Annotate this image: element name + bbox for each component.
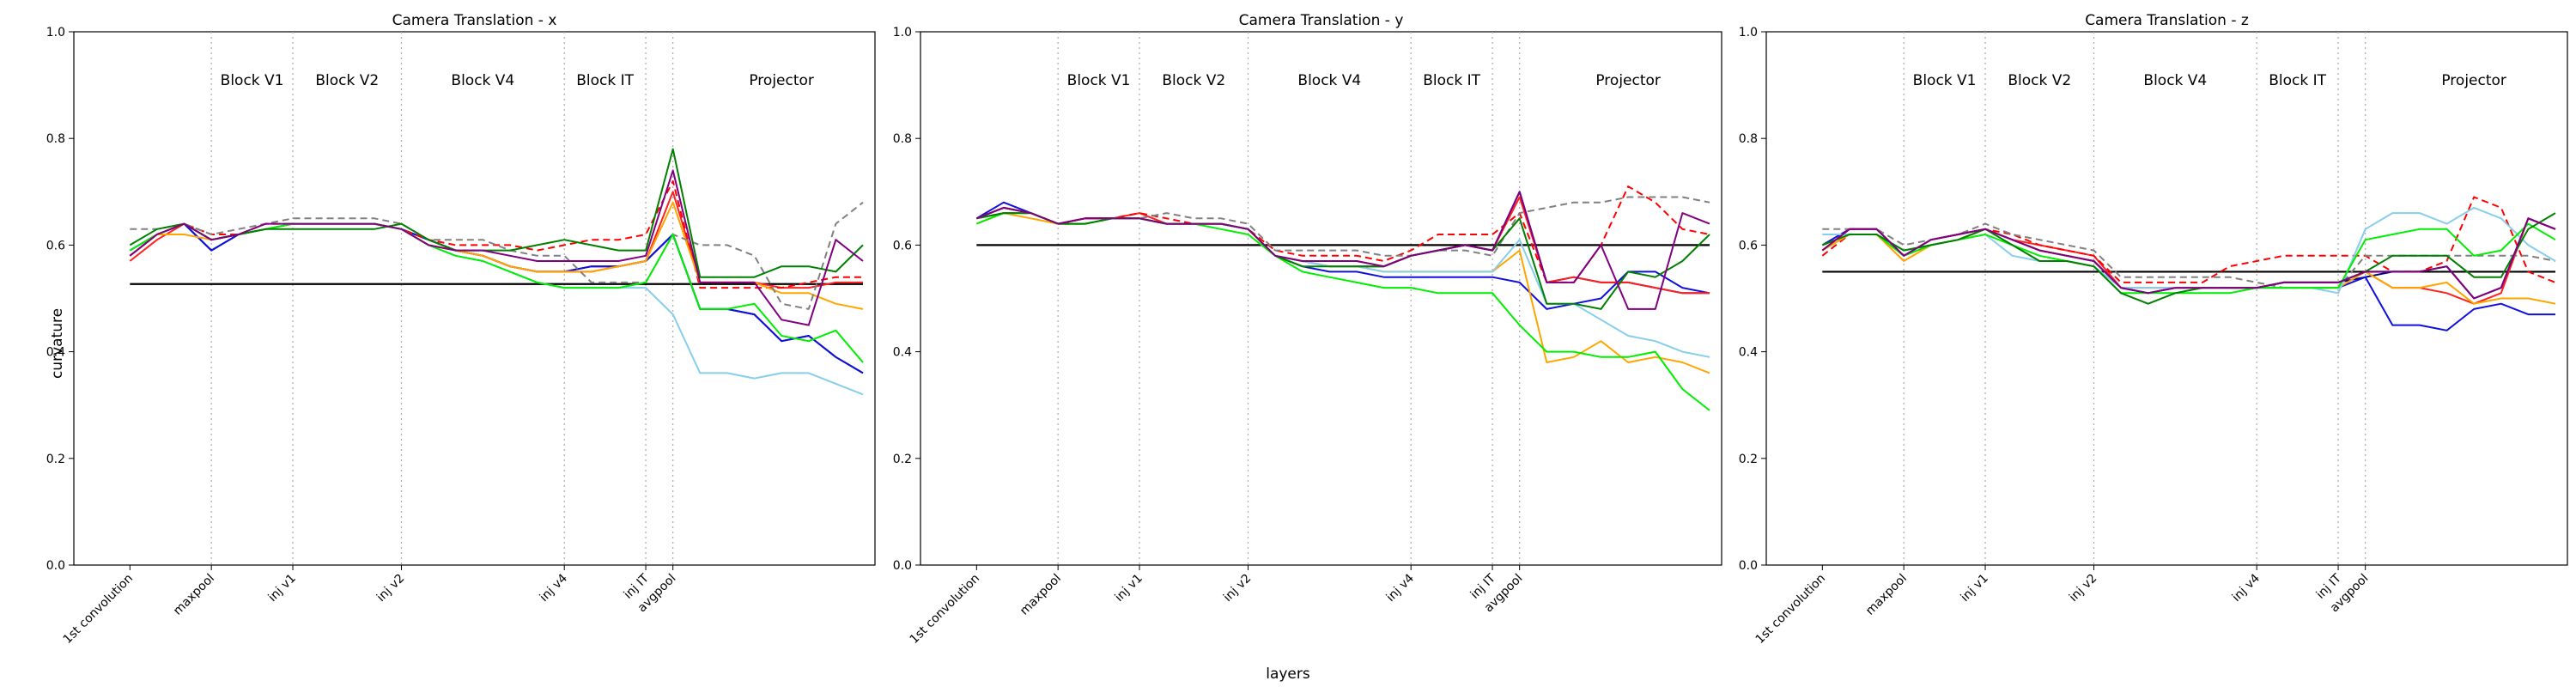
y-tick-label: 0.8 (1739, 132, 1758, 146)
y-tick-label: 0.4 (1739, 346, 1758, 360)
series-line (976, 185, 1710, 283)
block-label: Block V1 (221, 72, 284, 89)
x-tick-label: inj v4 (1384, 571, 1417, 604)
y-tick-label: 0.4 (893, 346, 912, 360)
y-tick-label: 0.4 (46, 346, 65, 360)
y-tick-label: 1.0 (46, 26, 65, 40)
x-tick-label: 1st convolution (61, 572, 136, 647)
y-tick-label: 0.6 (1739, 239, 1758, 252)
y-tick-label: 0.6 (893, 239, 912, 252)
series-line (1821, 217, 2556, 300)
y-tick-label: 0.2 (46, 453, 65, 466)
series-line (129, 191, 863, 289)
y-tick-label: 1.0 (1739, 26, 1758, 40)
series-line (975, 191, 1710, 295)
chart-panel: Camera Translation - z 0.0 0.2 0.4 0.6 0.8 1.0… (1739, 12, 2568, 647)
block-label: Projector (2441, 72, 2506, 89)
block-label: Block IT (576, 72, 634, 89)
series-line (129, 169, 864, 326)
series-line (130, 201, 864, 310)
x-tick-label: inj v2 (374, 572, 407, 605)
series-line (1822, 206, 2556, 295)
block-label: Block V4 (2143, 72, 2207, 89)
y-tick-label: 0.6 (46, 239, 65, 252)
chart-title: Camera Translation - y (1239, 12, 1404, 29)
series-line (129, 201, 864, 310)
y-tick-label: 1.0 (893, 26, 912, 40)
y-tick-label: 0.8 (893, 132, 912, 146)
x-tick-label: 1st convolution (908, 572, 982, 647)
x-tick-label: maxpool (171, 572, 217, 618)
x-tick-label: inj v2 (1221, 572, 1254, 605)
block-label: Projector (749, 72, 814, 89)
block-label: Block V2 (2008, 72, 2071, 89)
y-tick-label: 0.2 (1739, 453, 1758, 466)
y-tick-label: 0.8 (46, 132, 65, 146)
y-axis-label: curvature (49, 308, 66, 379)
block-label: Block V2 (315, 72, 379, 89)
chart-panel: Camera Translation - x 0.0 0.2 0.4 0.6 0.8 1.0… (46, 12, 876, 647)
chart-title: Camera Translation - x (392, 12, 557, 29)
block-label: Block V4 (451, 72, 514, 89)
x-tick-label: inj v2 (2067, 572, 2099, 605)
chart-title: Camera Translation - z (2085, 12, 2249, 29)
x-tick-label: inj v1 (265, 572, 298, 605)
series-line (129, 148, 864, 278)
series-line (129, 222, 864, 374)
chart-panel: Camera Translation - y 0.0 0.2 0.4 0.6 0.8 1.0… (893, 12, 1722, 647)
series-line (975, 212, 1710, 411)
x-tick-label: maxpool (1018, 572, 1064, 618)
plot-frame (920, 31, 1722, 566)
block-label: Block V1 (1913, 72, 1977, 89)
y-tick-label: 0.2 (893, 453, 912, 466)
x-tick-label: inj v1 (1958, 572, 1990, 605)
block-label: Block IT (2269, 72, 2326, 89)
series-line (975, 191, 1710, 310)
series-line (129, 222, 864, 396)
x-tick-label: inj v4 (538, 571, 570, 604)
plot-frame (1765, 31, 2568, 566)
plot-frame (73, 31, 876, 566)
x-tick-label: inj v4 (2230, 571, 2263, 604)
block-label: Block V4 (1297, 72, 1361, 89)
block-label: Projector (1595, 72, 1661, 89)
y-tick-label: 0.0 (893, 559, 912, 573)
x-tick-label: inj v1 (1112, 572, 1145, 605)
series-line (129, 222, 864, 374)
x-tick-label: maxpool (1863, 572, 1910, 618)
series-line (976, 212, 1710, 310)
x-tick-label: 1st convolution (1753, 572, 1828, 647)
y-tick-label: 0.0 (1739, 559, 1758, 573)
block-label: Block V2 (1162, 72, 1225, 89)
chart-panels: Camera Translation - x 0.0 0.2 0.4 0.6 0.8 1.0… (46, 12, 2568, 647)
x-axis-label: layers (1266, 666, 1310, 683)
y-tick-label: 0.0 (46, 559, 65, 573)
block-label: Block IT (1423, 72, 1480, 89)
series-line (1821, 217, 2556, 300)
block-label: Block V1 (1067, 72, 1131, 89)
series-line (1821, 212, 2556, 305)
series-line (975, 212, 1710, 374)
series-line (976, 212, 1710, 358)
